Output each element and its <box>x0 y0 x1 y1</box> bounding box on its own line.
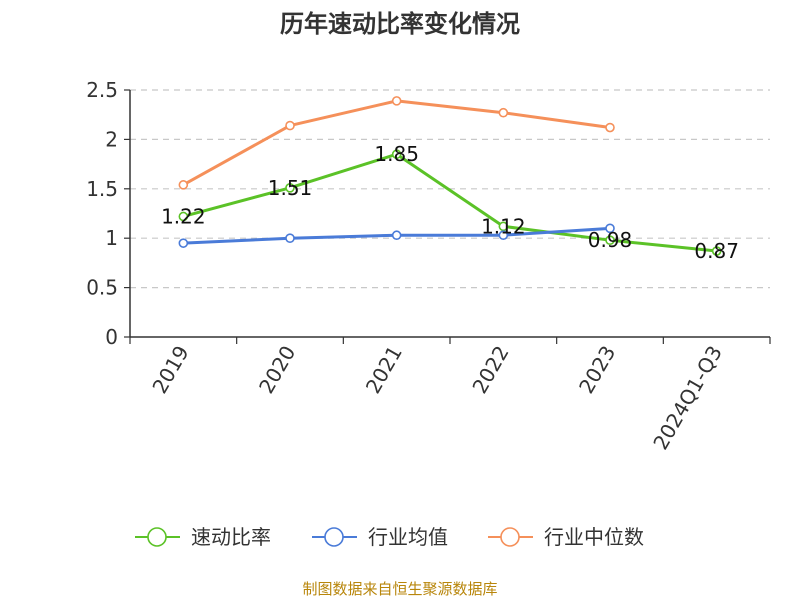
data-label: 1.22 <box>161 204 206 228</box>
y-tick-label: 0.5 <box>86 276 118 300</box>
legend-item[interactable]: 速动比率 <box>135 525 271 549</box>
data-point <box>605 223 615 234</box>
x-axis-ticks: 2019 2020 2021 2022 2023 2024Q1-Q3 <box>129 337 771 454</box>
data-point <box>178 211 189 222</box>
legend-label: 行业中位数 <box>544 525 644 549</box>
y-tick-label: 0 <box>105 325 118 349</box>
data-labels: 1.22 1.51 1.85 1.12 0.98 0.87 <box>161 142 739 263</box>
data-label: 0.87 <box>694 239 739 263</box>
data-label: 1.12 <box>481 214 526 238</box>
x-tick-label: 2022 <box>467 342 513 398</box>
y-tick-label: 2.5 <box>86 78 118 102</box>
series-line <box>182 152 717 253</box>
data-label: 1.51 <box>268 176 313 200</box>
data-point <box>391 230 402 241</box>
legend-item[interactable]: 行业均值 <box>312 525 448 549</box>
data-label: 0.98 <box>588 228 633 252</box>
data-point <box>391 96 402 106</box>
chart-title: 历年速动比率变化情况 <box>280 10 520 38</box>
data-point <box>498 221 509 232</box>
data-point <box>285 183 295 193</box>
data-point <box>605 122 615 133</box>
series-lines <box>178 96 722 256</box>
legend-marker <box>324 527 344 547</box>
data-point <box>391 149 402 160</box>
y-axis-ticks: 0 0.5 1 1.5 2 2.5 <box>86 78 130 349</box>
legend-item[interactable]: 行业中位数 <box>488 525 644 549</box>
data-point <box>498 230 509 241</box>
data-point <box>498 107 509 118</box>
legend[interactable]: 速动比率 行业均值 行业中位数 <box>135 525 644 549</box>
data-point <box>605 235 615 245</box>
legend-marker <box>147 527 167 547</box>
y-tick-label: 2 <box>105 127 118 151</box>
source-note: 制图数据来自恒生聚源数据库 <box>302 580 497 598</box>
data-point <box>178 238 189 248</box>
x-tick-label: 2023 <box>574 342 620 398</box>
legend-marker <box>500 527 520 547</box>
x-tick-label: 2021 <box>361 342 407 398</box>
data-point <box>711 246 722 256</box>
y-tick-label: 1 <box>105 226 118 250</box>
x-tick-label: 2019 <box>147 342 193 398</box>
legend-label: 行业均值 <box>368 525 448 549</box>
data-label: 1.85 <box>374 142 419 166</box>
data-point <box>285 120 295 131</box>
axes <box>129 90 770 338</box>
data-point <box>178 180 189 190</box>
x-tick-label: 2020 <box>254 342 300 398</box>
data-point <box>285 233 295 243</box>
legend-label: 速动比率 <box>191 525 271 549</box>
x-tick-label: 2024Q1-Q3 <box>648 342 727 454</box>
y-tick-label: 1.5 <box>86 177 118 201</box>
